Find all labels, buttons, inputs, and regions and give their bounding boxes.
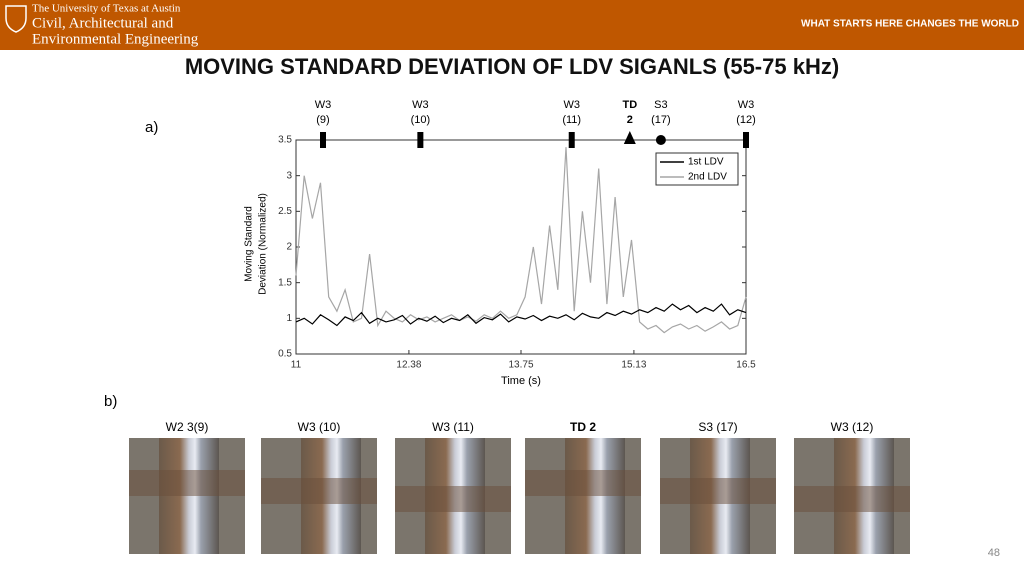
chart: 0.5 1 1.5 2 2.5 3 3.5 11 12.38 13.75 15.13 16.5 Time… <box>244 99 757 387</box>
photo-caption: TD 2 <box>570 420 596 434</box>
slide-title: MOVING STANDARD DEVIATION OF LDV SIGANLS… <box>185 54 839 79</box>
logo-shield <box>5 5 27 33</box>
y-tick-label: 2 <box>286 242 292 253</box>
y-axis-label: Deviation (Normalized) <box>258 193 269 295</box>
event-marker <box>655 135 666 145</box>
x-axis-label: Time (s) <box>501 375 541 387</box>
x-tick-label: 12.38 <box>396 360 421 371</box>
y-axis-label: Moving Standard <box>244 206 255 282</box>
series-line <box>295 303 747 327</box>
photo-tie <box>261 478 377 504</box>
photo-caption: S3 (17) <box>698 420 737 434</box>
x-tick-label: 13.75 <box>508 360 533 371</box>
series-line <box>295 147 747 334</box>
event-marker <box>320 132 326 148</box>
x-tick-label: 11 <box>291 360 302 371</box>
photo-tie <box>794 486 910 512</box>
photo-tie <box>395 486 511 512</box>
department: Environmental Engineering <box>32 31 199 47</box>
photo-caption: W3 (10) <box>298 420 341 434</box>
event-marker <box>623 131 636 144</box>
event-label: W3 <box>738 99 755 111</box>
event-label: S3 <box>654 99 667 111</box>
y-tick-label: 3.5 <box>278 135 292 146</box>
university: The University of Texas at Austin <box>32 3 181 15</box>
header-bar <box>0 0 1024 50</box>
event-label: (9) <box>316 114 329 126</box>
photo-caption: W2 3(9) <box>166 420 209 434</box>
event-label: W3 <box>315 99 332 111</box>
photo-tie <box>660 478 776 504</box>
legend-label: 1st LDV <box>688 157 724 168</box>
panel-label: a) <box>145 119 158 136</box>
event-label: (12) <box>736 114 756 126</box>
event-label: W3 <box>563 99 580 111</box>
event-label: (11) <box>562 114 581 126</box>
y-tick-label: 1 <box>286 313 292 324</box>
legend-box <box>655 152 739 186</box>
legend-label: 2nd LDV <box>688 172 727 183</box>
y-tick-label: 2.5 <box>278 206 292 217</box>
event-label: (17) <box>651 114 671 126</box>
x-tick-label: 16.5 <box>736 360 756 371</box>
event-label: (10) <box>411 114 431 126</box>
event-label: TD <box>622 99 637 111</box>
y-tick-label: 0.5 <box>278 349 292 360</box>
event-marker <box>743 132 749 148</box>
event-marker <box>417 132 424 148</box>
x-tick-label: 15.13 <box>621 360 646 371</box>
photo-tie <box>129 470 245 496</box>
y-tick-label: 1.5 <box>278 277 292 288</box>
slogan: WHAT STARTS HERE CHANGES THE WORLD <box>801 19 1019 30</box>
event-label: 2 <box>627 114 633 126</box>
photo-caption: W3 (12) <box>831 420 874 434</box>
department: Civil, Architectural and <box>32 15 174 31</box>
photo-tie <box>525 470 641 496</box>
event-marker <box>568 132 575 148</box>
page-number: 48 <box>988 547 1000 559</box>
panel-label: b) <box>104 393 117 410</box>
event-label: W3 <box>412 99 429 111</box>
y-tick-label: 3 <box>286 170 292 181</box>
photo-caption: W3 (11) <box>432 420 474 434</box>
photo-row: W2 3(9) W3 (10) W3 (11) TD 2 S3 (17) W3 (12) <box>129 420 910 554</box>
